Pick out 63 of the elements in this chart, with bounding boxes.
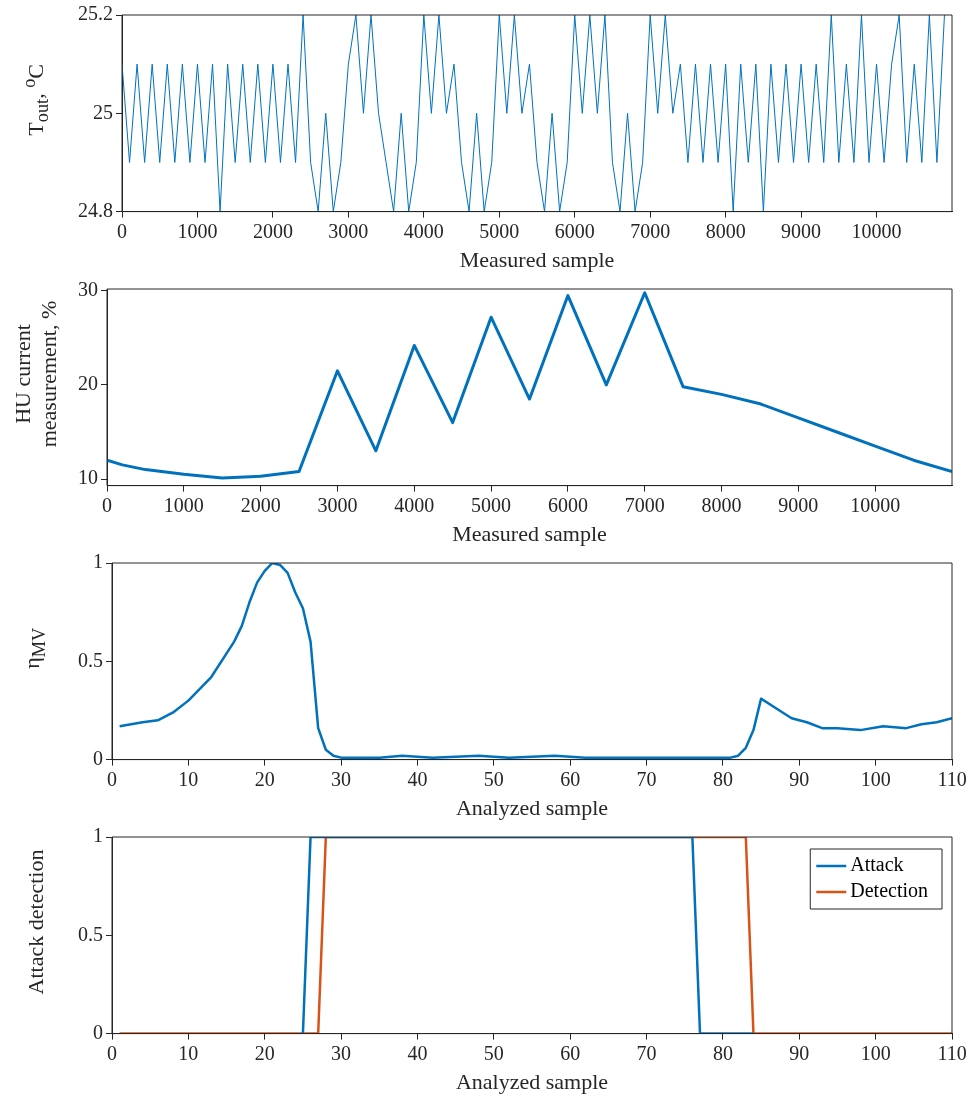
x-tick-label: 20 xyxy=(254,767,275,790)
x-tick-label: 5000 xyxy=(479,219,520,242)
x-tick-label: 8000 xyxy=(705,219,746,242)
x-tick-label: 2000 xyxy=(252,219,293,242)
x-tick-label: 1000 xyxy=(177,219,218,242)
y-tick-label: 20 xyxy=(78,372,98,395)
x-tick-label: 20 xyxy=(254,1041,275,1064)
legend-label: Detection xyxy=(850,879,929,902)
x-tick-label: 90 xyxy=(789,1041,810,1064)
x-tick-label: 3000 xyxy=(328,219,369,242)
x-tick-label: 50 xyxy=(483,767,504,790)
x-tick-label: 100 xyxy=(860,1041,891,1064)
x-tick-label: 6000 xyxy=(554,219,595,242)
x-tick-label: 9000 xyxy=(778,493,819,516)
x-tick-label: 4000 xyxy=(403,219,444,242)
x-tick-label: 70 xyxy=(636,1041,657,1064)
x-tick-label: 5000 xyxy=(471,493,512,516)
x-tick-label: 60 xyxy=(560,1041,581,1064)
y-tick-label: 25.2 xyxy=(78,2,113,25)
x-axis-title: Measured sample xyxy=(452,520,607,546)
x-tick-label: 110 xyxy=(937,1041,967,1064)
x-axis-title: Analyzed sample xyxy=(455,1068,609,1094)
x-tick-label: 60 xyxy=(560,767,581,790)
x-tick-label: 70 xyxy=(636,767,657,790)
y-tick-label: 24.8 xyxy=(78,198,113,221)
x-tick-label: 6000 xyxy=(547,493,588,516)
y-tick-label: 1 xyxy=(93,550,103,573)
y-tick-label: 10 xyxy=(78,466,98,489)
x-tick-label: 10 xyxy=(178,1041,199,1064)
x-tick-label: 100 xyxy=(860,767,891,790)
y-tick-label: 0.5 xyxy=(78,922,103,945)
y-tick-label: 25 xyxy=(93,100,113,123)
x-tick-label: 80 xyxy=(712,767,733,790)
x-tick-label: 40 xyxy=(407,1041,428,1064)
x-tick-label: 0 xyxy=(117,219,127,242)
x-tick-label: 7000 xyxy=(630,219,671,242)
y-tick-label: 1 xyxy=(93,824,103,847)
x-tick-label: 9000 xyxy=(781,219,822,242)
y-tick-label: 0 xyxy=(93,1020,103,1043)
x-tick-label: 8000 xyxy=(701,493,742,516)
x-tick-label: 7000 xyxy=(624,493,665,516)
x-tick-label: 90 xyxy=(789,767,810,790)
y-tick-label: 0 xyxy=(93,746,103,769)
x-tick-label: 10000 xyxy=(850,493,901,516)
x-tick-label: 30 xyxy=(331,767,352,790)
x-tick-label: 3000 xyxy=(317,493,358,516)
x-axis-title: Analyzed sample xyxy=(455,794,609,820)
x-tick-label: 10 xyxy=(178,767,199,790)
x-tick-label: 2000 xyxy=(240,493,281,516)
y-tick-label: 30 xyxy=(78,278,98,301)
x-tick-label: 10000 xyxy=(851,219,902,242)
x-tick-label: 30 xyxy=(331,1041,352,1064)
x-tick-label: 4000 xyxy=(394,493,435,516)
y-tick-label: 0.5 xyxy=(78,648,103,671)
x-tick-label: 50 xyxy=(483,1041,504,1064)
x-axis-title: Measured sample xyxy=(459,246,615,272)
x-tick-label: 110 xyxy=(937,767,967,790)
x-tick-label: 40 xyxy=(407,767,428,790)
x-tick-label: 80 xyxy=(712,1041,733,1064)
y-axis-title: HU current measurement, % xyxy=(9,299,61,450)
legend-label: Attack xyxy=(850,853,904,876)
y-axis-title: Attack detection xyxy=(22,848,48,997)
x-tick-label: 1000 xyxy=(163,493,204,516)
